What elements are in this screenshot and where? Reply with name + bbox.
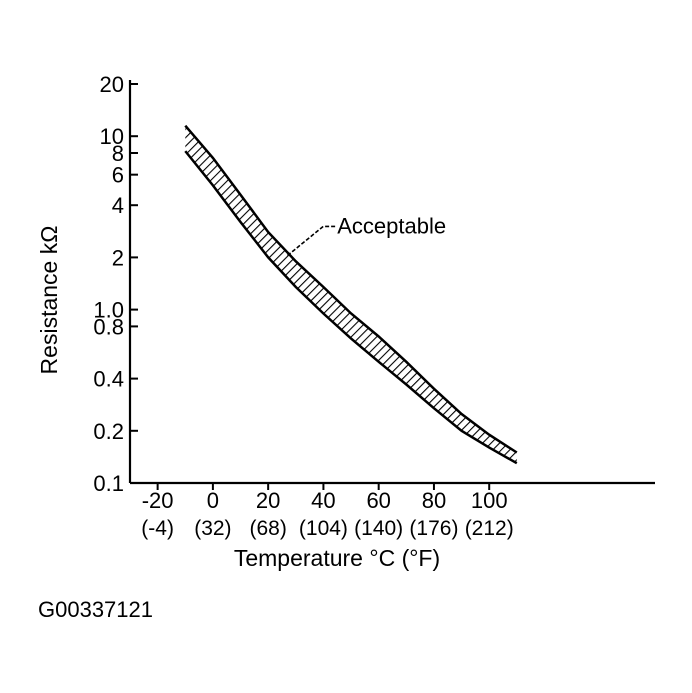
x-tick-label-c: 100 <box>471 488 508 513</box>
band-lower-line <box>184 150 518 465</box>
y-tick-label: 10 <box>100 124 124 149</box>
x-tick-label-c: -20 <box>142 488 174 513</box>
x-tick-label-f: (212) <box>465 517 514 540</box>
x-axis-title: Temperature °C (°F) <box>234 545 440 571</box>
acceptable-band <box>184 124 518 465</box>
axes <box>128 80 655 490</box>
x-tick-label-c: 60 <box>366 488 390 513</box>
x-tick-label-f: (32) <box>194 517 231 540</box>
y-tick-label: 0.2 <box>93 419 124 444</box>
y-tick-label: 0.1 <box>93 471 124 496</box>
x-tick-label-f: (-4) <box>141 517 174 540</box>
x-tick-label-f: (176) <box>409 517 458 540</box>
figure-id: G00337121 <box>38 597 153 622</box>
y-tick-label: 2 <box>112 245 124 270</box>
annotations: Acceptable <box>286 213 446 257</box>
x-tick-label-c: 40 <box>311 488 335 513</box>
y-axis-title: Resistance kΩ <box>36 226 62 375</box>
y-tick-label: 4 <box>112 193 124 218</box>
x-tick-label-c: 80 <box>422 488 446 513</box>
y-tick-label: 8 <box>112 141 124 166</box>
y-tick-label: 6 <box>112 163 124 188</box>
x-tick-label-f: (68) <box>249 517 286 540</box>
x-tick-label-f: (140) <box>354 517 403 540</box>
y-tick-label: 1.0 <box>93 298 124 323</box>
y-tick-label: 0.8 <box>93 314 124 339</box>
y-tick-label: 0.4 <box>93 367 124 392</box>
x-tick-label-c: 0 <box>207 488 219 513</box>
annotation-acceptable: Acceptable <box>337 213 446 238</box>
y-tick-label: 20 <box>100 72 124 97</box>
x-tick-label-f: (104) <box>299 517 348 540</box>
acceptable-band-fill <box>185 125 517 464</box>
band-upper-line <box>184 124 518 454</box>
annotation-leader-line <box>286 225 336 257</box>
x-tick-label-c: 20 <box>256 488 280 513</box>
